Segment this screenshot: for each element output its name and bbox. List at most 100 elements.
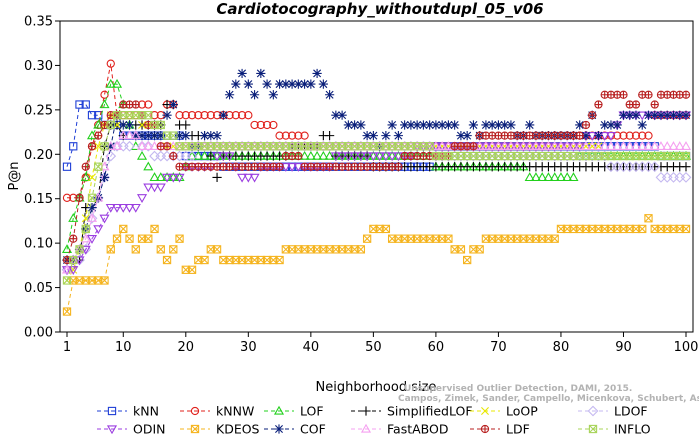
point-kdeos-11: [125, 234, 134, 243]
point-odin-8: [105, 203, 116, 213]
point-cof-89: [612, 120, 622, 130]
point-odin-30: [243, 173, 254, 183]
point-ldf-4: [81, 162, 90, 171]
point-fastabod-91: [624, 141, 635, 150]
point-cof-25: [212, 131, 222, 141]
point-knn-5: [87, 111, 97, 120]
point-cof-28: [231, 79, 241, 89]
legend-label-knnw: kNNW: [216, 404, 254, 419]
axes: 1 10 20 30 40 50 60 70 80 90 100 0.00 0.05 0.10 0.15 0.…: [24, 15, 698, 356]
point-fastabod-67: [474, 141, 485, 150]
point-kdeos-100: [681, 224, 691, 234]
point-kdeos-94: [644, 214, 653, 223]
point-fastabod-70: [493, 141, 504, 150]
y-tick-label-0.00: 0.00: [24, 326, 53, 341]
point-ldf-94: [644, 90, 653, 99]
watermark-line1: Unsupervised Outlier Detection, DAMI, 20…: [404, 384, 632, 394]
point-inflo-1: [62, 276, 72, 285]
point-cof-26: [218, 110, 228, 120]
point-cof-12: [131, 131, 141, 141]
point-lof-9: [111, 78, 123, 88]
point-ldf-5: [87, 142, 97, 151]
point-cof-17: [162, 110, 172, 120]
point-fastabod-10: [118, 130, 129, 140]
point-ldof-100: [680, 172, 692, 183]
point-fastabod-100: [680, 141, 692, 150]
point-cof-50: [368, 131, 378, 141]
point-fastabod-75: [524, 141, 535, 150]
point-odin-88: [605, 131, 617, 141]
point-odin-11: [124, 203, 135, 213]
point-cof-32: [256, 68, 266, 79]
point-knn-3: [75, 100, 84, 109]
point-ldf-86: [594, 100, 603, 109]
point-fastabod-62: [443, 141, 454, 150]
point-knnw-90: [619, 131, 628, 140]
legend-label-lof: LOF: [300, 404, 324, 419]
point-knnw-14: [144, 100, 153, 109]
point-fastabod-8: [105, 141, 116, 150]
point-knnw-8: [106, 59, 115, 68]
legend-entry-ldf: LDF: [470, 422, 530, 434]
point-fastabod-73: [512, 141, 523, 150]
point-ldf-6: [94, 131, 103, 140]
point-odin-38: [293, 163, 304, 172]
point-ldof-21: [186, 150, 198, 162]
point-ldf-100: [681, 90, 691, 99]
point-knnw-92: [631, 131, 641, 140]
point-knn-6: [94, 111, 103, 120]
point-cof-99: [675, 110, 685, 120]
point-cof-11: [124, 120, 135, 130]
legend-entry-kdeos: KDEOS: [180, 422, 260, 434]
point-cof-94: [643, 110, 654, 120]
point-fastabod-13: [136, 141, 148, 150]
point-cof-44: [331, 110, 341, 120]
point-fastabod-78: [543, 141, 554, 150]
legend-label-fastabod: FastABOD: [387, 422, 449, 434]
point-odin-9: [111, 203, 123, 213]
point-cof-61: [437, 120, 447, 130]
point-fastabod-6: [93, 192, 104, 202]
point-odin-54: [393, 152, 404, 162]
x-tick-label-100: 100: [674, 340, 699, 355]
point-loop-5: [88, 173, 96, 182]
point-lof-80: [555, 172, 566, 182]
point-lof-7: [99, 99, 110, 109]
point-ldf-54: [394, 162, 403, 171]
point-lof-8: [105, 78, 116, 88]
legend-entry-fastabod: FastABOD: [351, 422, 449, 434]
legend-entry-simplifiedlof: SimplifiedLOF: [351, 404, 473, 419]
point-cof-13: [137, 131, 147, 141]
point-kdeos-14: [144, 234, 153, 243]
point-kdeos-62: [444, 234, 453, 243]
series-inflo: [62, 111, 691, 285]
point-fastabod-90: [618, 141, 629, 150]
point-fastabod-85: [587, 141, 598, 150]
point-odin-7: [99, 214, 110, 224]
legend-marker-knnw: [190, 406, 200, 416]
point-lof-15: [149, 172, 160, 182]
point-cof-10: [118, 120, 128, 130]
point-odin-51: [374, 152, 385, 162]
y-tick-label-0.15: 0.15: [24, 192, 53, 207]
series-line-lof: [66, 83, 124, 250]
point-lof-81: [562, 172, 573, 182]
point-odin-16: [155, 183, 166, 193]
point-fastabod-14: [143, 141, 154, 150]
point-lof-5: [86, 130, 98, 140]
point-cof-15: [149, 131, 160, 141]
point-odin-36: [280, 163, 291, 172]
point-cof-95: [650, 110, 660, 120]
legend-label-ldf: LDF: [506, 422, 530, 434]
point-kdeos-8: [106, 245, 115, 254]
point-knnw-35: [275, 131, 284, 140]
point-odin-49: [362, 152, 373, 162]
point-fastabod-4: [80, 233, 91, 243]
legend-marker-kdeos: [190, 424, 200, 434]
point-knnw-36: [281, 131, 290, 140]
point-odin-17: [161, 173, 173, 183]
point-inflo-100: [681, 151, 691, 161]
point-cof-40: [306, 79, 316, 89]
